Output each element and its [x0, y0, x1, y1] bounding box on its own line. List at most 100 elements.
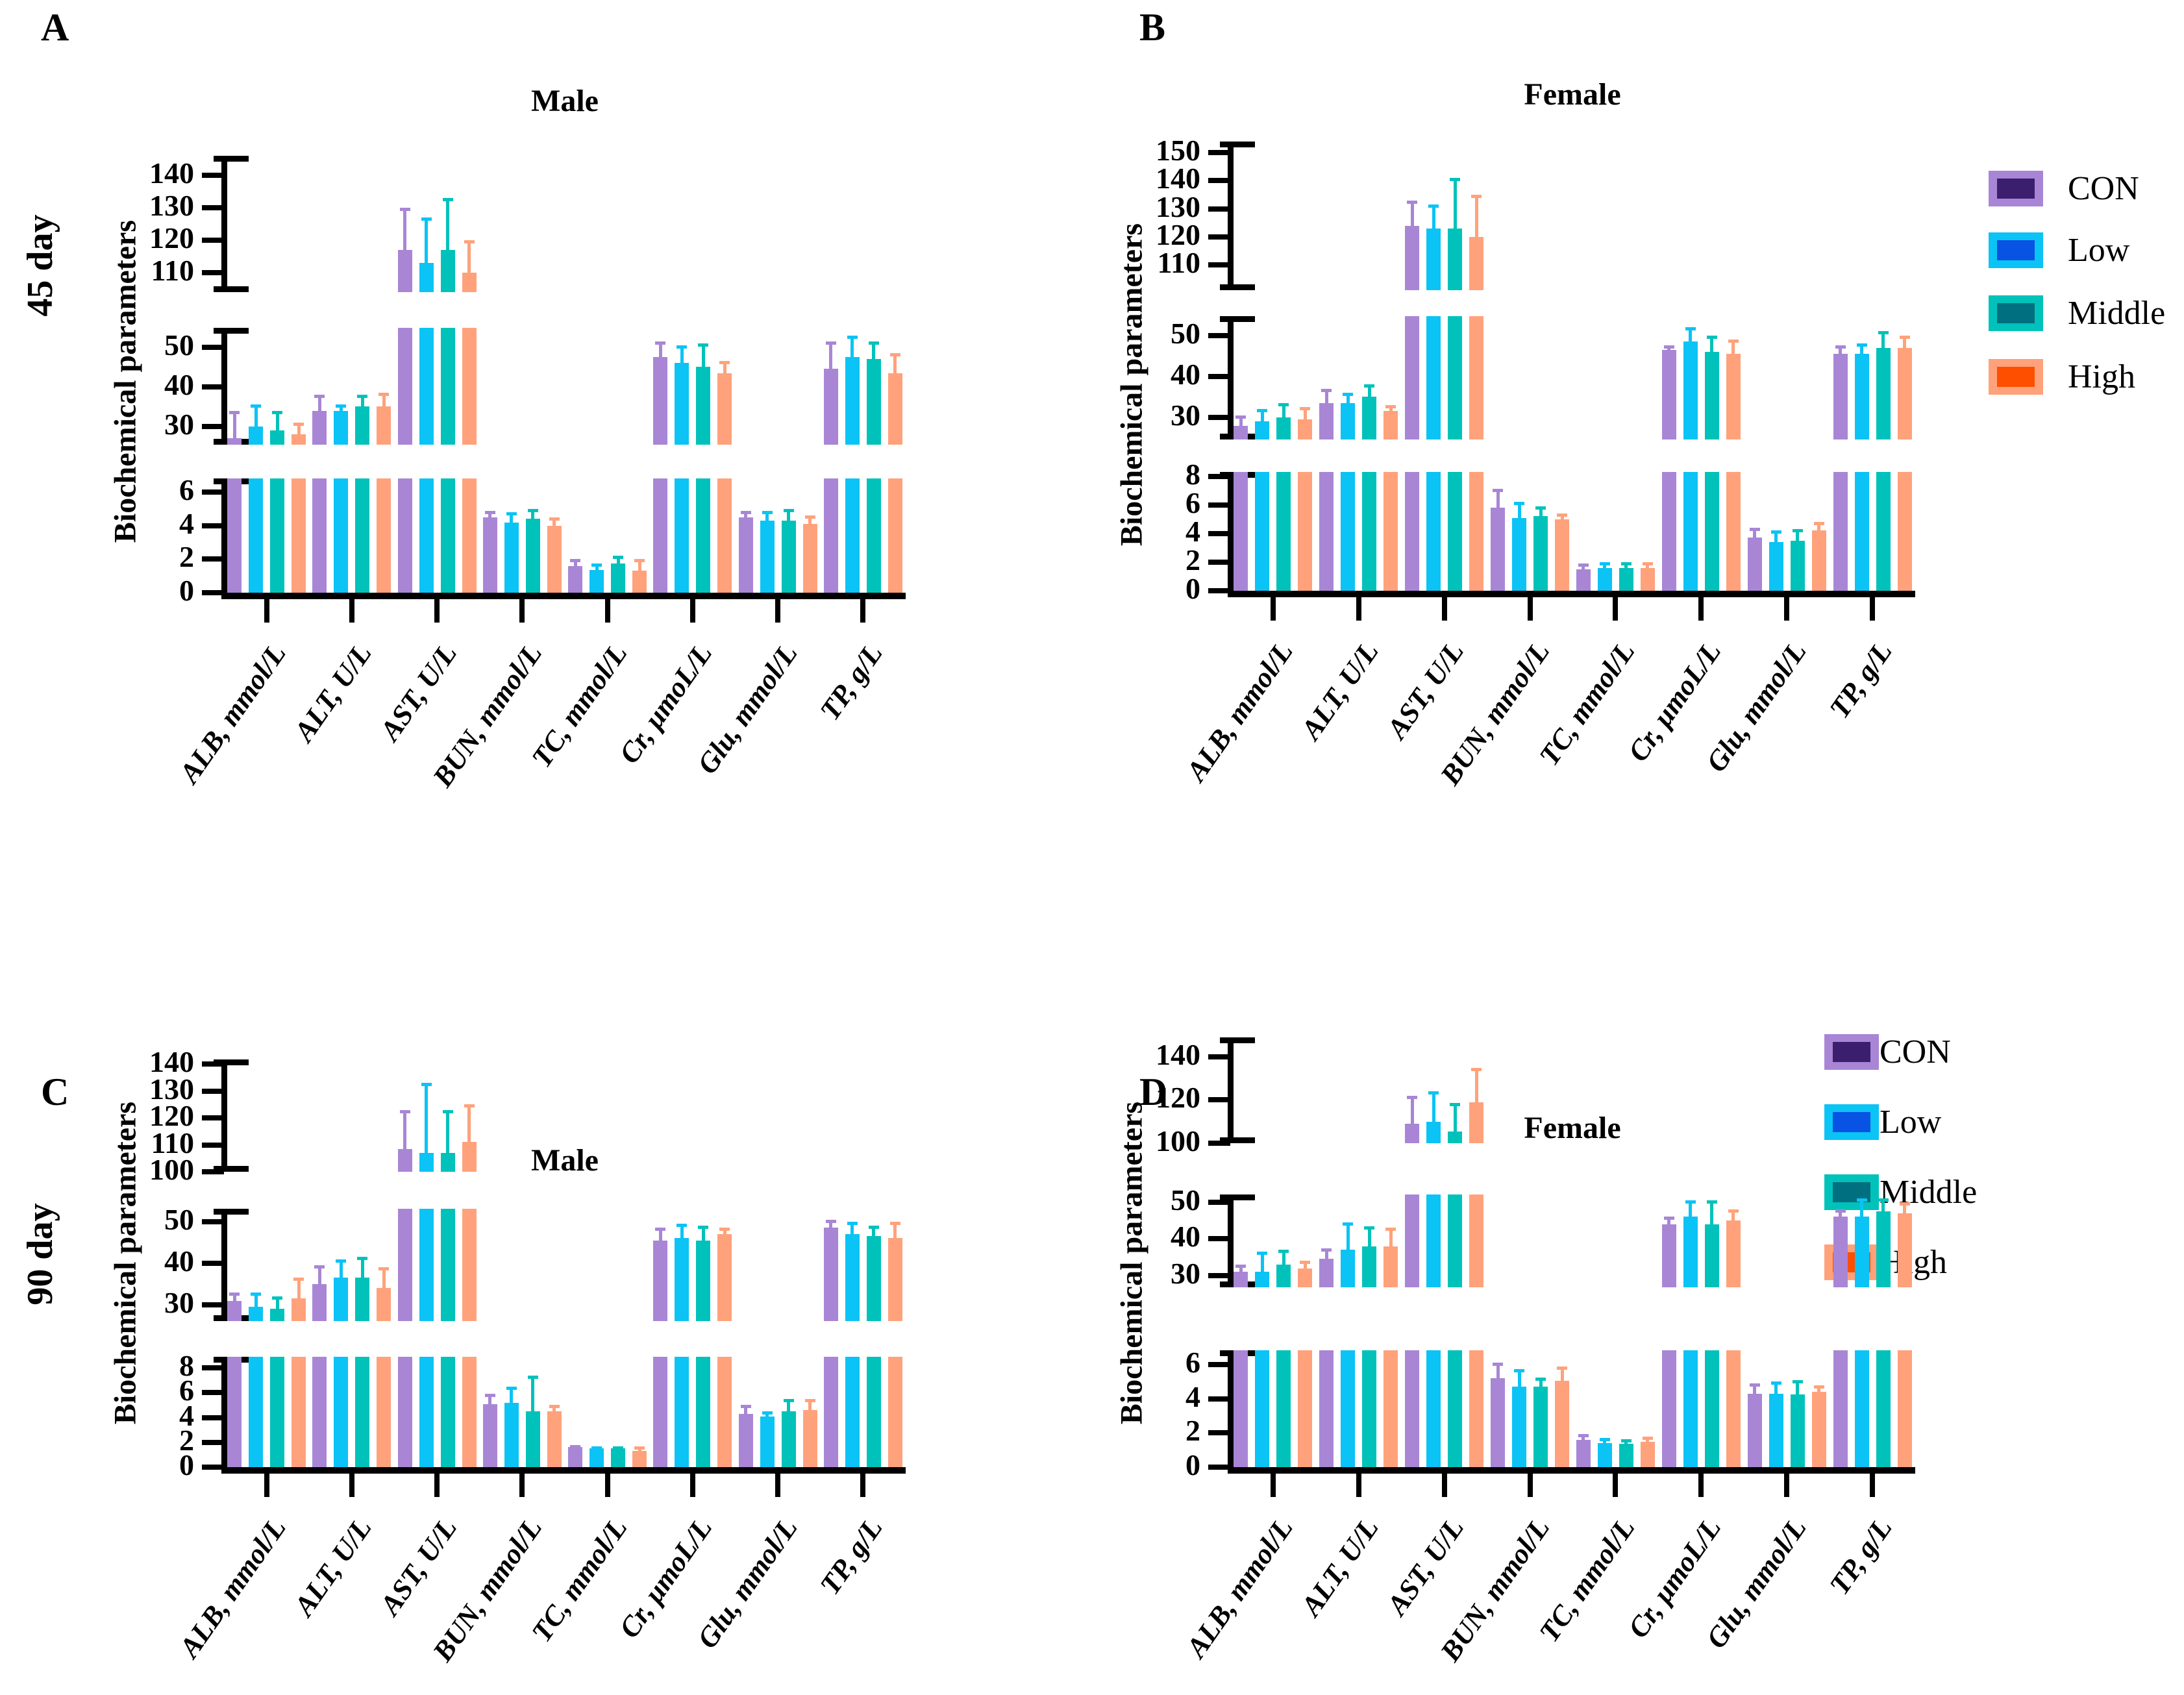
bar-high — [292, 434, 306, 445]
y-axis-tick-label: 110 — [1157, 246, 1200, 280]
y-axis-tick-label: 6 — [1185, 486, 1200, 519]
y-axis-tick-label: 8 — [179, 1349, 194, 1383]
bar-con — [823, 369, 838, 445]
y-axis-tick-label: 100 — [149, 1153, 194, 1186]
bar-con — [1833, 1217, 1848, 1287]
error-bar-cap — [655, 341, 666, 345]
y-axis-tick — [202, 1061, 224, 1067]
bar-con — [1576, 569, 1591, 591]
y-axis-tick — [202, 344, 224, 350]
error-bar-cap — [1813, 1385, 1824, 1389]
bar-middle — [1704, 1350, 1719, 1467]
bar-low — [1255, 1272, 1270, 1287]
error-bar-cap — [272, 1296, 283, 1300]
error-bar-cap — [421, 217, 432, 221]
bar-middle — [1276, 1264, 1291, 1287]
error-bar-line — [425, 217, 428, 263]
bar-low — [419, 1152, 434, 1172]
error-bar-line — [382, 1267, 386, 1289]
error-bar-line — [1474, 195, 1478, 237]
y-axis-tick — [202, 556, 224, 562]
error-bar-cap — [1450, 178, 1461, 182]
bar-middle — [866, 1357, 881, 1467]
y-axis-tick-label: 140 — [149, 156, 194, 190]
bar-low — [419, 478, 434, 593]
bar-con — [227, 478, 242, 593]
y-axis-tick — [1208, 262, 1230, 268]
bar-low — [1597, 567, 1612, 591]
bar-con — [482, 517, 497, 593]
bar-con — [1661, 1350, 1676, 1467]
bar-high — [887, 478, 902, 593]
x-axis-tick — [1441, 1474, 1447, 1497]
error-bar-line — [531, 1375, 535, 1412]
error-bar-cap — [1770, 1381, 1781, 1385]
bar-middle — [440, 1357, 455, 1467]
y-axis-segment-cap — [1220, 1194, 1255, 1200]
y-axis-tick — [1208, 414, 1230, 420]
error-bar-line — [317, 1265, 321, 1284]
y-axis-tick-label: 6 — [179, 1374, 194, 1407]
x-axis-category-label: AST, U/L — [1380, 636, 1470, 745]
x-axis-tick — [1270, 597, 1276, 621]
bar-con — [823, 1357, 838, 1467]
bar-high — [1897, 1213, 1912, 1287]
error-bar-line — [1539, 506, 1543, 517]
y-axis-segment-cap — [214, 1166, 249, 1172]
error-bar-line — [1753, 1383, 1757, 1394]
error-bar-line — [1303, 1261, 1307, 1268]
y-axis-tick — [202, 1439, 224, 1445]
error-bar-line — [1839, 345, 1843, 354]
y-axis-segment-line — [221, 1357, 227, 1467]
bar-low — [1683, 1217, 1698, 1287]
bar-middle — [440, 1209, 455, 1321]
error-bar-line — [446, 1109, 450, 1153]
bar-high — [717, 478, 732, 593]
bar-low — [1341, 402, 1356, 439]
error-bar-line — [1903, 1202, 1907, 1213]
bar-high — [1384, 472, 1398, 591]
error-bar-cap — [1300, 1261, 1311, 1265]
y-axis-segment-line — [221, 328, 227, 445]
error-bar-cap — [1407, 200, 1418, 204]
bar-high — [1555, 519, 1570, 591]
error-bar-line — [1389, 1228, 1393, 1246]
error-bar-line — [1303, 407, 1307, 420]
bar-low — [1768, 1393, 1783, 1467]
x-axis-tick — [1870, 1474, 1876, 1497]
bar-low — [419, 328, 434, 445]
error-bar-cap — [1578, 563, 1589, 567]
panel-a-title: Male — [531, 84, 599, 118]
error-bar-cap — [868, 341, 879, 345]
x-axis-tick — [1784, 1474, 1790, 1497]
error-bar-cap — [1493, 1363, 1504, 1367]
error-bar-cap — [1578, 1433, 1589, 1437]
bar-high — [377, 478, 391, 593]
bar-con — [1234, 1350, 1248, 1467]
x-axis-tick — [434, 1474, 440, 1497]
error-bar-line — [1367, 1226, 1371, 1246]
bar-con — [1405, 225, 1420, 290]
error-bar-line — [1260, 409, 1264, 422]
bar-low — [1255, 1350, 1270, 1467]
y-axis-tick-label: 140 — [1156, 162, 1200, 195]
bar-low — [334, 410, 349, 445]
error-bar-cap — [1557, 1366, 1568, 1370]
error-bar-line — [275, 410, 279, 431]
error-bar-line — [595, 563, 599, 571]
error-bar-line — [510, 512, 514, 523]
error-bar-cap — [336, 404, 347, 408]
legend-swatch-inner — [1997, 303, 2035, 323]
error-bar-line — [1324, 1248, 1328, 1259]
error-bar-cap — [1235, 415, 1247, 419]
bar-high — [462, 478, 477, 593]
bar-high — [1469, 1102, 1484, 1143]
bar-con — [823, 1228, 838, 1321]
y-axis-tick — [1208, 1199, 1230, 1205]
error-bar-line — [744, 510, 748, 517]
bar-low — [1341, 1350, 1356, 1467]
error-bar-cap — [1407, 1095, 1418, 1099]
x-axis-line — [1228, 591, 1915, 597]
x-axis-tick — [604, 1474, 610, 1497]
panel-b-title: Female — [1524, 77, 1621, 112]
